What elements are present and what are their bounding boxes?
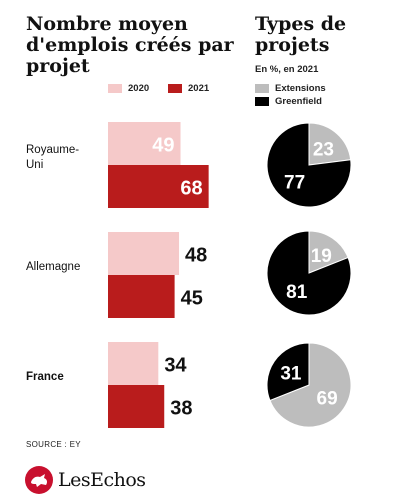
legend-label-2020: 2020	[128, 83, 150, 94]
pie-label-greenfield-royaume-uni: 77	[284, 172, 305, 193]
bar-chart-title: Nombre moyen d'emplois créés par projet	[26, 13, 234, 77]
pie-chart-subtitle: En %, en 2021	[255, 64, 319, 75]
legend-label-extensions: Extensions	[275, 83, 326, 94]
bar-value-2020-royaume-uni: 49	[152, 135, 174, 157]
pie-label-greenfield-allemagne: 81	[286, 282, 308, 303]
pie-slice-extensions-france	[269, 342, 352, 428]
legend-swatch-2021	[168, 84, 182, 93]
bar-value-2021-allemagne: 45	[181, 288, 203, 310]
pie-slice-greenfield-royaume-uni	[266, 122, 352, 208]
category-label-allemagne: Allemagne	[26, 261, 80, 273]
chart-canvas: Royaume-Uni 49 68 Allemagne 48 45 France 34 38 23…	[26, 122, 352, 428]
category-label-france: France	[26, 371, 64, 383]
bar-2020-france	[108, 342, 159, 385]
bar-2020-royaume-uni	[108, 122, 181, 165]
pie-label-extensions-royaume-uni: 23	[313, 140, 334, 161]
bar-2021-france	[108, 385, 165, 428]
legend-swatch-extensions	[255, 84, 269, 93]
brand-logo: LesEchos	[24, 465, 146, 495]
legend-swatch-2020	[108, 84, 122, 93]
pie-slice-greenfield-allemagne	[266, 230, 352, 316]
pie-slice-extensions-royaume-uni	[308, 122, 352, 166]
bar-value-2021-royaume-uni: 68	[180, 178, 202, 200]
bar-2021-royaume-uni	[108, 165, 209, 208]
category-label-royaume-uni: Royaume-Uni	[26, 144, 79, 171]
pie-label-greenfield-france: 31	[280, 364, 302, 385]
legend-label-greenfield: Greenfield	[275, 96, 322, 107]
bar-2021-allemagne	[108, 275, 175, 318]
bar-value-2020-france: 34	[164, 355, 187, 377]
brand-name: LesEchos	[58, 469, 146, 491]
pie-chart-title: Types de projets	[255, 13, 347, 56]
source-note: SOURCE : EY	[26, 440, 81, 449]
pie-label-extensions-allemagne: 19	[311, 246, 332, 267]
pie-slice-extensions-allemagne	[308, 230, 349, 274]
les-echos-logo-icon	[25, 466, 53, 494]
bar-2020-allemagne	[108, 232, 180, 275]
pie-slice-greenfield-france	[266, 342, 310, 402]
bar-value-2021-france: 38	[170, 398, 192, 420]
bar-value-2020-allemagne: 48	[185, 245, 207, 267]
legend-swatch-greenfield	[255, 97, 269, 106]
pie-label-extensions-france: 69	[317, 388, 338, 409]
legend-label-2021: 2021	[188, 83, 210, 94]
